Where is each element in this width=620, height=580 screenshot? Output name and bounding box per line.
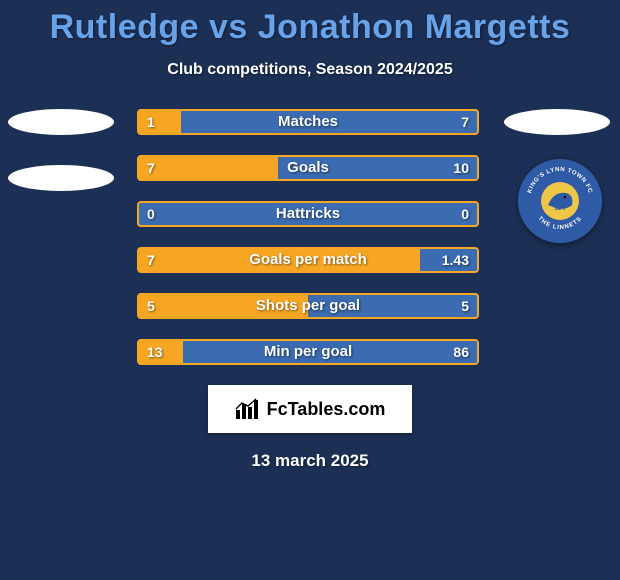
stat-bar-row: 7Goals per match1.43	[137, 247, 479, 273]
stat-right-value: 0	[461, 203, 469, 225]
stat-label: Min per goal	[139, 341, 477, 363]
avatar-oval	[8, 165, 114, 191]
infographic-root: Rutledge vs Jonathon Margetts Club compe…	[0, 0, 620, 580]
club-crest: KING'S LYNN TOWN FC THE LINNETS 1879	[518, 159, 602, 243]
stat-right-value: 1.43	[442, 249, 469, 271]
stat-right-value: 5	[461, 295, 469, 317]
svg-text:1879: 1879	[554, 206, 565, 212]
crest-icon: KING'S LYNN TOWN FC THE LINNETS 1879	[518, 159, 602, 243]
comparison-bars: 1Matches77Goals100Hattricks07Goals per m…	[137, 109, 479, 365]
chart-area: KING'S LYNN TOWN FC THE LINNETS 1879 1Ma…	[0, 109, 620, 365]
stat-label: Hattricks	[139, 203, 477, 225]
stat-label: Goals per match	[139, 249, 477, 271]
stat-label: Shots per goal	[139, 295, 477, 317]
stat-right-value: 10	[453, 157, 469, 179]
bars-logo-icon	[235, 398, 261, 420]
subtitle: Club competitions, Season 2024/2025	[0, 61, 620, 79]
stat-bar-row: 1Matches7	[137, 109, 479, 135]
date-label: 13 march 2025	[0, 451, 620, 471]
avatar-oval	[504, 109, 610, 135]
fctables-badge: FcTables.com	[208, 385, 412, 433]
avatar-oval	[8, 109, 114, 135]
right-avatar-placeholder	[504, 109, 610, 165]
fctables-label: FcTables.com	[267, 399, 386, 420]
stat-right-value: 86	[453, 341, 469, 363]
stat-right-value: 7	[461, 111, 469, 133]
stat-bar-row: 13Min per goal86	[137, 339, 479, 365]
stat-bar-row: 7Goals10	[137, 155, 479, 181]
stat-bar-row: 5Shots per goal5	[137, 293, 479, 319]
stat-label: Matches	[139, 111, 477, 133]
stat-bar-row: 0Hattricks0	[137, 201, 479, 227]
left-avatar-placeholder	[8, 109, 114, 221]
page-title: Rutledge vs Jonathon Margetts	[0, 0, 620, 47]
stat-label: Goals	[139, 157, 477, 179]
